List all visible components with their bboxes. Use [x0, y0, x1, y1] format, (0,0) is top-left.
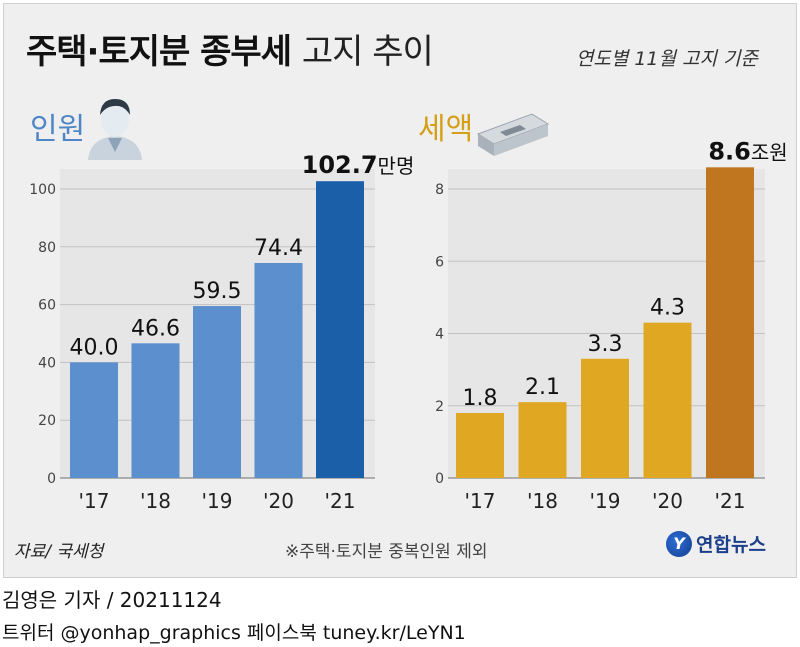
people-panel-label: 인원 [30, 112, 86, 147]
tax-value-label: 3.3 [588, 332, 623, 357]
tax-x-tick-label: '20 [652, 489, 683, 513]
title-bold: 주택·토지분 종부세 [26, 32, 292, 72]
people-bar [131, 343, 180, 478]
social-links: 트위터 @yonhap_graphics 페이스북 tuney.kr/LeYN1 [2, 622, 466, 644]
footnote: ※주택·토지분 중복인원 제외 [285, 542, 488, 562]
money-icon [476, 113, 550, 156]
title-light: 고지 추이 [301, 32, 434, 72]
tax-x-tick-label: '19 [590, 489, 621, 513]
tax-value-label: 1.8 [463, 386, 498, 411]
tax-unit-label: 조원 [751, 140, 788, 164]
people-bars: 40.0 '17 46.6 '18 59.5 '19 74.4 '20 102.7만명 '21 [70, 151, 415, 513]
people-value-label: 46.6 [131, 316, 180, 341]
people-x-tick-label: '18 [140, 489, 171, 513]
people-value-label: 59.5 [193, 279, 242, 304]
tax-y-tick-label: 6 [435, 254, 444, 270]
page-title: 주택·토지분 종부세 고지 추이 [26, 24, 434, 73]
tax-panel-label: 세액 [418, 112, 474, 147]
tax-bar [456, 412, 504, 478]
logo-mark: Y [666, 530, 692, 557]
people-bar [254, 262, 303, 478]
people-bar [70, 362, 118, 478]
people-bar [316, 181, 364, 478]
tax-y-tick-label: 2 [435, 399, 444, 415]
tax-bars: 1.8 '17 2.1 '18 3.3 '19 4.3 '20 8.6조원 '21 [456, 137, 788, 513]
people-y-tick-label: 0 [47, 471, 56, 487]
tax-x-tick-label: '21 [715, 489, 746, 513]
tax-x-tick-label: '18 [527, 489, 558, 513]
tax-y-tick-label: 8 [435, 182, 444, 198]
people-x-tick-label: '21 [325, 489, 356, 513]
people-x-tick-label: '17 [79, 489, 110, 513]
tax-bar [706, 167, 754, 478]
tax-y-tick-label: 4 [435, 327, 444, 343]
people-value-label: 74.4 [254, 236, 303, 261]
source-label: 자료/ 국세청 [14, 542, 104, 562]
basis-note: 연도별 11월 고지 기준 [575, 48, 758, 70]
people-y-tick-label: 40 [38, 355, 56, 371]
logo-text: 연합뉴스 [696, 534, 766, 556]
people-y-tick-label: 20 [38, 413, 56, 429]
people-bar [193, 306, 241, 478]
tax-bar [643, 322, 692, 478]
people-y-tick-label: 100 [29, 182, 56, 198]
people-value-label: 102.7만명 [302, 151, 415, 179]
tax-value-label: 8.6조원 [708, 137, 787, 165]
tax-y-tick-label: 0 [435, 471, 444, 487]
people-value-label: 40.0 [70, 335, 119, 360]
tax-bar [581, 358, 629, 478]
tax-value-label: 4.3 [650, 296, 685, 321]
tax-value-label: 2.1 [525, 375, 560, 400]
tax-x-tick-label: '17 [465, 489, 496, 513]
reporter-credit: 김영은 기자 / 20211124 [2, 588, 222, 612]
people-x-tick-label: '19 [202, 489, 233, 513]
people-y-tick-label: 80 [38, 240, 56, 256]
people-x-tick-label: '20 [263, 489, 294, 513]
people-y-tick-label: 60 [38, 298, 56, 314]
yonhap-logo: Y 연합뉴스 [666, 530, 766, 557]
people-unit-label: 만명 [378, 154, 415, 178]
tax-bar [518, 402, 567, 478]
person-icon [88, 99, 142, 160]
